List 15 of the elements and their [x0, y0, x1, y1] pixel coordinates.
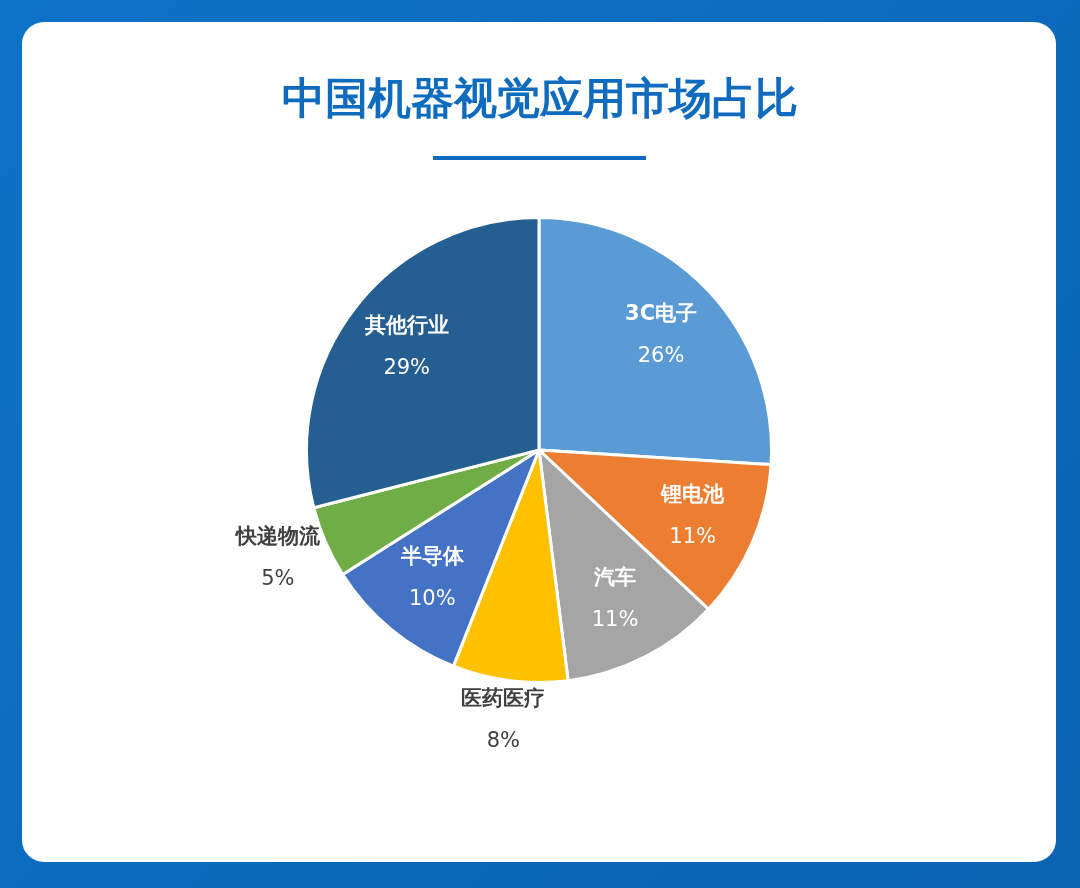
data-label: 26%	[637, 342, 685, 367]
data-label: 5%	[261, 565, 295, 590]
slice-label: 其他行业	[363, 312, 449, 337]
slice-label: 锂电池	[660, 481, 726, 506]
chart-title: 中国机器视觉应用市场占比	[281, 72, 799, 125]
slice-label: 3C电子	[625, 300, 698, 325]
slice-label: 半导体	[399, 544, 465, 569]
data-label: 11%	[591, 606, 639, 631]
data-label: 29%	[383, 354, 431, 379]
slice-label: 汽车	[593, 564, 636, 589]
data-label: 8%	[486, 727, 521, 752]
slice-label: 快递物流	[233, 523, 321, 548]
data-label: 10%	[408, 586, 456, 611]
data-label: 11%	[669, 523, 716, 548]
slice-label: 医药医疗	[461, 685, 546, 710]
